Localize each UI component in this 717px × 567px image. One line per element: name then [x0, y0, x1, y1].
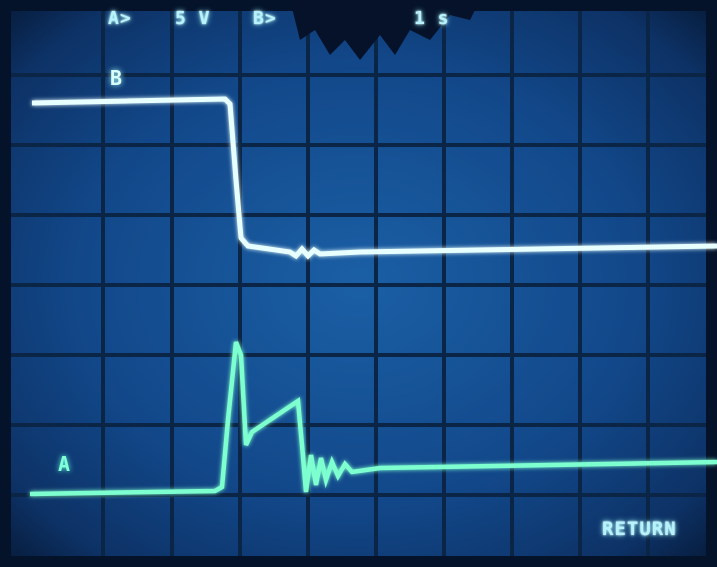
trace-a — [29, 341, 717, 497]
readout-volts: 5 V — [175, 8, 211, 29]
readout-channel: A> — [108, 8, 132, 29]
trace-b — [31, 96, 717, 260]
trace-a-label: A — [58, 452, 71, 476]
readout-right: 1 s — [414, 8, 450, 29]
return-label: RETURN — [602, 518, 677, 540]
top-artifact — [290, 0, 480, 60]
trace-b-label: B — [110, 66, 123, 90]
readout-extra: B> — [253, 8, 277, 29]
